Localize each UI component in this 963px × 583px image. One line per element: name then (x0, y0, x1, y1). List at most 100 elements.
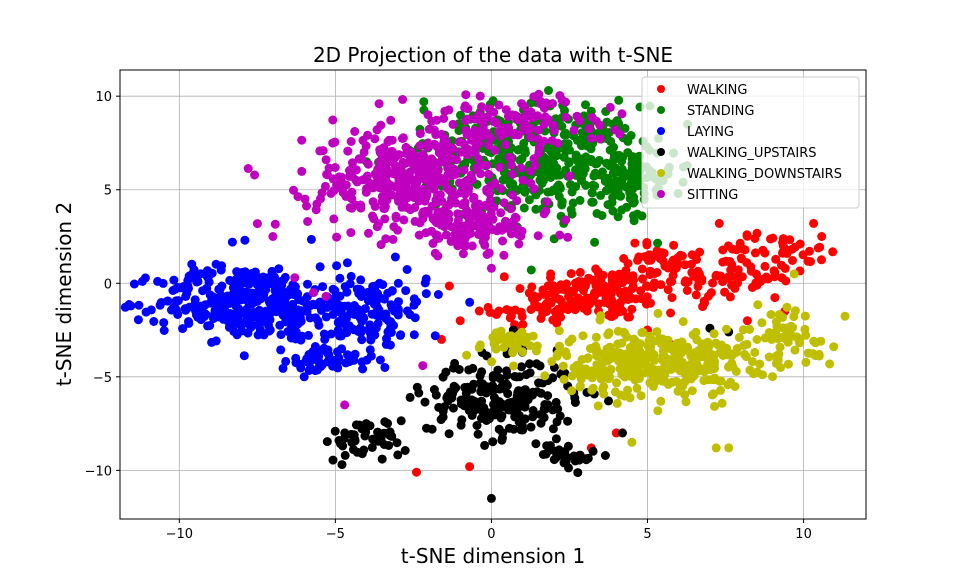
data-point (493, 403, 503, 412)
data-point (270, 219, 280, 229)
data-point (517, 327, 527, 337)
data-point (667, 276, 677, 286)
data-point (618, 428, 627, 438)
data-point (289, 185, 298, 195)
data-point (775, 342, 785, 352)
data-point (379, 203, 389, 213)
data-point (405, 310, 415, 320)
data-point (682, 286, 692, 295)
data-point (347, 194, 357, 204)
data-point (493, 409, 503, 419)
data-point (336, 183, 346, 193)
data-point (564, 463, 573, 473)
data-point (306, 301, 316, 310)
data-point (337, 460, 347, 470)
data-point (365, 345, 375, 355)
data-point (612, 398, 622, 408)
data-point (788, 256, 797, 265)
data-point (605, 145, 615, 155)
chart-title: 2D Projection of the data with t-SNE (313, 43, 673, 67)
data-point (555, 170, 565, 180)
data-point (560, 139, 570, 149)
data-point (243, 164, 253, 173)
data-point (355, 154, 365, 164)
data-point (419, 97, 429, 107)
data-point (340, 450, 350, 460)
data-point (383, 418, 393, 428)
data-point (687, 259, 696, 269)
data-point (364, 228, 373, 238)
data-point (548, 405, 558, 415)
data-point (370, 294, 380, 304)
data-point (588, 383, 598, 393)
data-point (583, 353, 593, 363)
data-point (453, 209, 463, 219)
data-point (153, 276, 163, 286)
data-point (286, 333, 296, 343)
data-point (593, 267, 603, 277)
data-point (255, 325, 265, 335)
data-point (500, 334, 510, 344)
data-point (555, 230, 565, 240)
data-point (328, 455, 338, 465)
data-point (740, 349, 750, 359)
data-point (357, 357, 367, 367)
data-point (473, 154, 483, 163)
data-point (531, 439, 541, 449)
data-point (502, 370, 512, 380)
data-point (526, 166, 536, 176)
data-point (817, 232, 827, 241)
data-point (829, 342, 839, 352)
data-point (620, 286, 630, 296)
data-point (655, 373, 665, 383)
data-point (691, 327, 701, 337)
data-point (676, 379, 686, 389)
data-point (443, 396, 453, 406)
data-point (717, 398, 727, 408)
data-point (428, 178, 438, 188)
data-point (575, 381, 585, 391)
data-point (764, 352, 774, 362)
data-point (430, 331, 440, 341)
data-point (405, 205, 415, 215)
data-point (516, 307, 526, 317)
data-point (628, 281, 638, 291)
data-point (617, 109, 627, 119)
data-point (391, 213, 401, 223)
data-point (648, 336, 658, 345)
data-point (469, 194, 478, 204)
data-point (449, 381, 459, 391)
data-point (567, 187, 577, 197)
data-point (419, 152, 429, 162)
data-point (312, 199, 322, 209)
data-point (783, 359, 793, 369)
data-point (133, 315, 143, 325)
data-point (594, 299, 604, 309)
data-point (313, 316, 323, 326)
data-point (588, 197, 598, 207)
data-point (232, 330, 242, 340)
data-point (534, 125, 544, 135)
legend-label: LAYING (687, 125, 734, 140)
data-point (318, 146, 328, 156)
data-point (491, 344, 501, 354)
data-point (551, 307, 561, 316)
data-point (669, 240, 679, 250)
data-point (580, 159, 590, 169)
data-point (637, 328, 647, 337)
data-point (563, 441, 573, 451)
data-point (557, 197, 567, 207)
data-point (619, 327, 629, 337)
data-point (444, 215, 454, 224)
data-point (391, 152, 401, 162)
data-point (383, 288, 393, 298)
data-point (551, 434, 561, 444)
data-point (628, 152, 638, 162)
data-point (466, 219, 476, 229)
data-point (393, 278, 403, 288)
data-point (517, 99, 527, 109)
data-point (211, 336, 221, 346)
data-point (474, 306, 484, 316)
data-point (520, 386, 530, 396)
